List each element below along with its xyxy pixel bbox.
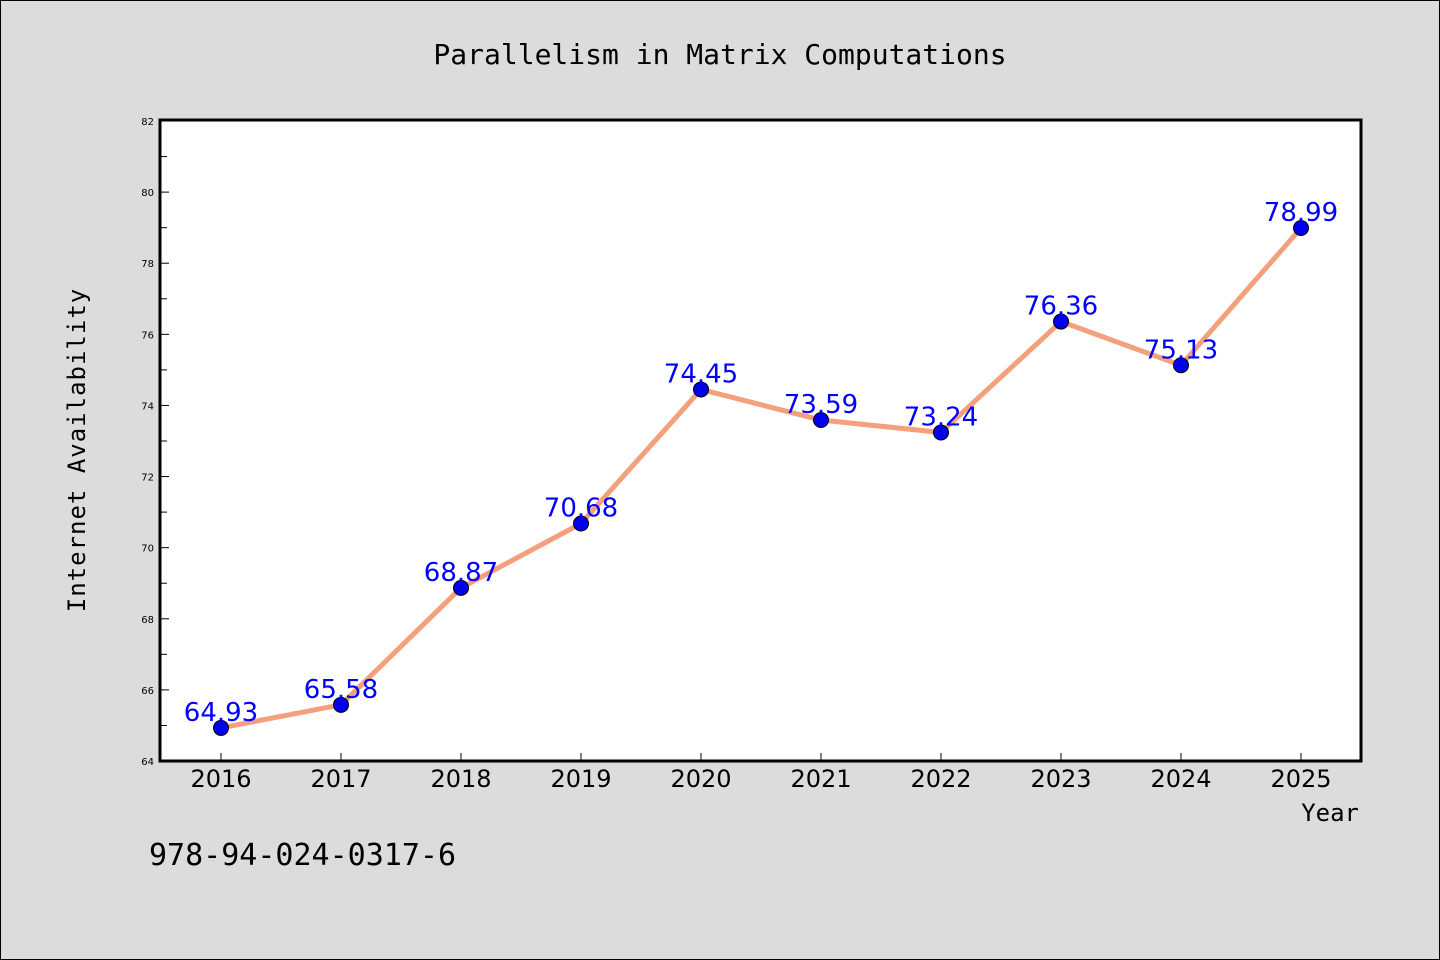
x-tick-label: 2020	[670, 765, 731, 793]
x-tick-label: 2019	[550, 765, 611, 793]
y-tick-label: 80	[141, 188, 154, 199]
data-label: 73.59	[784, 390, 858, 420]
series-layer	[213, 220, 1309, 736]
y-tick-label: 68	[141, 615, 154, 626]
x-tick-label: 2017	[310, 765, 371, 793]
data-label: 78.99	[1264, 198, 1338, 228]
data-labels: 64.93 65.58 68.87 70.68 74.45 73.59 73.24 76.36…	[184, 198, 1338, 728]
data-point	[693, 381, 709, 398]
x-tick-label: 2016	[190, 765, 251, 793]
data-label: 75.13	[1144, 335, 1218, 365]
y-tick-label: 82	[141, 117, 154, 128]
data-label: 64.93	[184, 698, 258, 728]
isbn-text: 978-94-024-0317-6	[149, 838, 456, 873]
data-label: 76.36	[1024, 292, 1098, 322]
data-label: 70.68	[544, 493, 618, 523]
y-tick-label: 76	[141, 330, 154, 341]
data-point	[213, 719, 229, 736]
x-tick-label: 2018	[430, 765, 491, 793]
data-point	[1053, 313, 1069, 330]
chart-title: Parallelism in Matrix Computations	[433, 38, 1006, 71]
data-point	[1173, 357, 1189, 374]
y-tick-label: 78	[141, 259, 154, 270]
y-tick-label: 66	[141, 686, 154, 697]
series-line	[218, 225, 1304, 731]
data-point	[573, 515, 589, 532]
x-axis-label: Year	[1301, 799, 1359, 827]
data-point	[813, 412, 829, 429]
x-tick-label: 2023	[1030, 765, 1091, 793]
data-point	[1293, 220, 1309, 237]
y-tick-label: 74	[141, 401, 154, 412]
y-axis: 64 66 68 70 72 74 76 78 80 82	[141, 117, 169, 768]
plot-area	[158, 118, 1363, 763]
data-label: 68.87	[424, 558, 498, 588]
y-axis-label: Internet Availability	[63, 288, 91, 612]
x-axis: 2016 2017 2018 2019 2020 2021 2022 2023 2024 2025	[190, 753, 1332, 793]
x-tick-label: 2024	[1150, 765, 1211, 793]
y-tick-label: 64	[141, 757, 154, 768]
x-tick-label: 2021	[790, 765, 851, 793]
data-label: 73.24	[904, 402, 978, 432]
y-tick-label: 70	[141, 544, 154, 555]
data-point	[453, 579, 469, 596]
data-point	[933, 424, 949, 441]
x-tick-label: 2022	[910, 765, 971, 793]
data-label: 65.58	[304, 675, 378, 705]
x-tick-label: 2025	[1270, 765, 1331, 793]
y-tick-label: 72	[141, 473, 154, 484]
data-point	[333, 696, 349, 713]
data-label: 74.45	[664, 359, 738, 389]
